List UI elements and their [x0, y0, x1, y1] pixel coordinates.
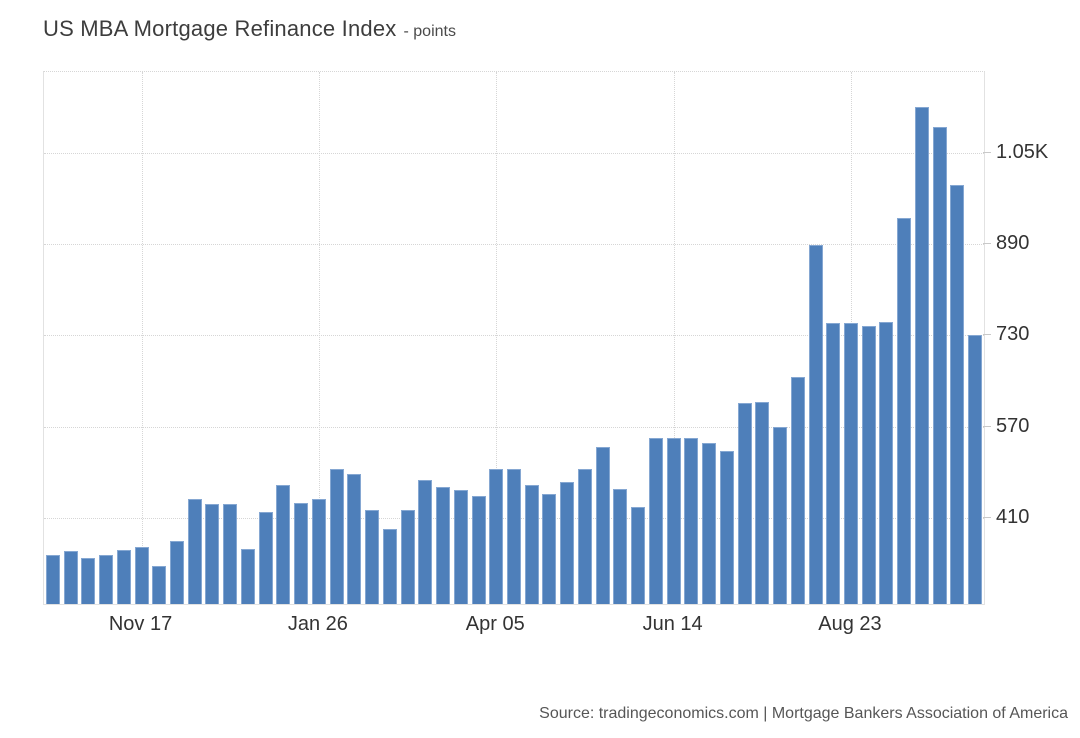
bar[interactable]: [914, 106, 929, 604]
x-axis-label: Apr 05: [465, 613, 525, 635]
gridline-vertical: [141, 72, 143, 604]
bar[interactable]: [507, 469, 521, 604]
bar[interactable]: [418, 480, 433, 604]
bar[interactable]: [347, 474, 362, 604]
bar[interactable]: [826, 322, 841, 604]
y-axis-label: 890: [996, 232, 1030, 254]
bar[interactable]: [719, 450, 734, 604]
bar[interactable]: [684, 438, 699, 604]
bar[interactable]: [648, 438, 663, 604]
bar[interactable]: [524, 484, 539, 604]
bar[interactable]: [666, 438, 681, 604]
bar[interactable]: [489, 469, 504, 604]
y-axis-tick: [983, 425, 991, 427]
bar[interactable]: [702, 443, 717, 604]
y-axis-label: 410: [996, 506, 1030, 529]
bar[interactable]: [205, 504, 220, 604]
bar[interactable]: [187, 498, 202, 604]
bar[interactable]: [613, 488, 628, 604]
x-axis-label: Jan 26: [287, 613, 348, 635]
bar[interactable]: [631, 506, 646, 604]
y-axis-tick: [983, 517, 991, 519]
bar[interactable]: [223, 504, 238, 604]
bar[interactable]: [400, 510, 415, 604]
x-axis-label: Nov 17: [108, 613, 173, 635]
bar[interactable]: [560, 481, 575, 604]
bar[interactable]: [932, 126, 947, 604]
bar[interactable]: [577, 468, 592, 604]
bar[interactable]: [436, 486, 451, 604]
y-axis-label: 730: [996, 323, 1030, 346]
bar[interactable]: [595, 446, 610, 604]
bar[interactable]: [134, 547, 149, 604]
bar[interactable]: [755, 401, 770, 604]
bar[interactable]: [471, 496, 486, 604]
chart-header: US MBA Mortgage Refinance Index - points: [43, 16, 456, 42]
gridline-horizontal: [44, 335, 984, 337]
gridline-vertical: [318, 72, 320, 604]
chart-title: US MBA Mortgage Refinance Index: [43, 16, 397, 41]
bar[interactable]: [861, 325, 876, 604]
bar[interactable]: [737, 403, 752, 604]
bar[interactable]: [45, 554, 60, 604]
bar[interactable]: [152, 565, 167, 604]
gridline-vertical: [496, 72, 498, 604]
y-axis-tick: [983, 243, 991, 244]
bar[interactable]: [116, 550, 131, 604]
bar[interactable]: [63, 550, 78, 604]
bar[interactable]: [453, 490, 468, 604]
bar[interactable]: [843, 323, 858, 604]
bar[interactable]: [81, 558, 96, 604]
bar[interactable]: [365, 510, 380, 604]
gridline-horizontal: [44, 244, 984, 245]
bar[interactable]: [790, 377, 805, 604]
y-axis-label: 570: [996, 414, 1030, 437]
gridline-vertical: [673, 72, 675, 604]
bar[interactable]: [542, 493, 557, 604]
bar[interactable]: [99, 554, 114, 604]
gridline-horizontal: [44, 426, 984, 428]
plot-area: [43, 71, 985, 605]
y-axis-label: 1.05K: [996, 140, 1049, 163]
y-axis-tick: [983, 334, 991, 336]
gridline-horizontal: [44, 152, 984, 154]
bar[interactable]: [808, 245, 823, 604]
bar[interactable]: [294, 502, 309, 604]
bar[interactable]: [276, 484, 291, 604]
bar[interactable]: [773, 427, 788, 604]
bar[interactable]: [950, 184, 965, 604]
x-axis-label: Aug 23: [818, 613, 882, 635]
bar[interactable]: [329, 469, 344, 604]
bar[interactable]: [382, 528, 397, 604]
bar[interactable]: [311, 498, 326, 604]
bar[interactable]: [897, 217, 912, 604]
bar[interactable]: [879, 321, 894, 604]
bar[interactable]: [240, 549, 255, 604]
bar[interactable]: [968, 335, 983, 604]
bar[interactable]: [170, 540, 185, 604]
chart-subtitle: - points: [403, 23, 456, 40]
bar[interactable]: [258, 512, 273, 604]
y-axis-tick: [983, 151, 991, 153]
x-axis-label: Jun 14: [642, 613, 703, 635]
source-attribution: Source: tradingeconomics.com | Mortgage …: [539, 705, 1068, 722]
